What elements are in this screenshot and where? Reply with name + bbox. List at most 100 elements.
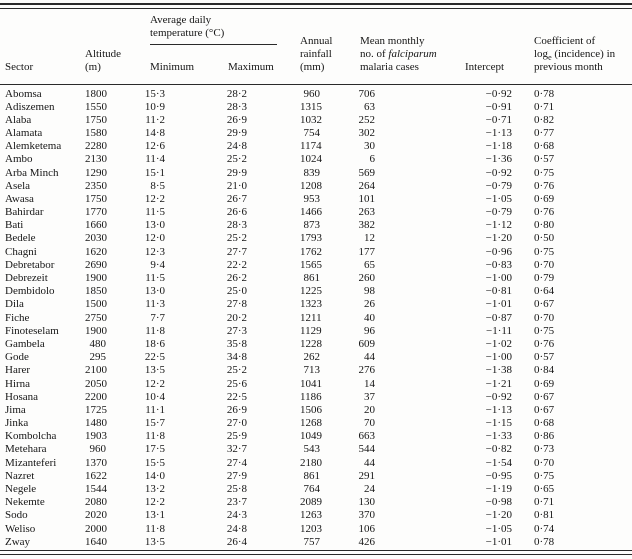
cell-max-temp: 24·8 (226, 140, 247, 153)
cell-coefficient: 0·78 (534, 535, 555, 548)
cell-max-temp: 20·2 (226, 311, 247, 324)
cell-rainfall: 713 (303, 364, 321, 377)
cell-altitude: 2750 (85, 311, 107, 324)
cell-max-temp: 26·9 (226, 403, 247, 416)
cell-max-temp: 24·3 (226, 509, 247, 522)
cell-sector: Hirna (5, 377, 31, 390)
cell-rainfall: 1049 (300, 430, 322, 443)
cell-coefficient: 0·69 (534, 192, 555, 205)
cell-intercept: −1·13 (485, 126, 512, 139)
header-cases-line2: no. of falciparum (360, 47, 437, 60)
cell-coefficient: 0·71 (534, 100, 555, 113)
results-table: Sector Altitude (m) Average daily temper… (0, 9, 632, 549)
cell-sector: Harer (5, 364, 31, 377)
cell-min-temp: 7·7 (150, 311, 165, 324)
cell-cases: 12 (364, 232, 375, 245)
cell-altitude: 1620 (85, 245, 107, 258)
cell-altitude: 1903 (85, 430, 107, 443)
cell-max-temp: 23·7 (226, 496, 247, 509)
cell-min-temp: 17·5 (144, 443, 165, 456)
cell-min-temp: 13·5 (144, 364, 165, 377)
cell-altitude: 960 (89, 443, 107, 456)
table-row: Ambo 2130 11·4 25·2 1024 6 −1·36 0·57 (0, 153, 632, 166)
cell-intercept: −0·79 (485, 179, 512, 192)
cell-sector: Debrezeit (5, 272, 48, 285)
cell-cases: 63 (364, 100, 375, 113)
cell-altitude: 1640 (85, 535, 107, 548)
cell-rainfall: 1208 (300, 179, 322, 192)
cell-max-temp: 25·2 (226, 364, 247, 377)
cell-coefficient: 0·57 (534, 153, 555, 166)
cell-altitude: 1900 (85, 272, 107, 285)
cell-sector: Mizanteferi (5, 456, 57, 469)
cell-cases: 609 (358, 337, 376, 350)
cell-max-temp: 29·9 (226, 166, 247, 179)
cell-coefficient: 0·50 (534, 232, 555, 245)
table-row: Hosana 2200 10·4 22·5 1186 37 −0·92 0·67 (0, 391, 632, 404)
cell-cases: 14 (364, 377, 375, 390)
header-malaria-cases: Mean monthly no. of falciparum malaria c… (340, 9, 460, 85)
cell-rainfall: 1174 (300, 140, 322, 153)
top-double-rule (0, 3, 632, 9)
cell-rainfall: 1203 (300, 522, 322, 535)
log-subscript-e: e (548, 52, 552, 62)
cell-sector: Alaba (5, 113, 32, 126)
cell-intercept: −1·13 (485, 403, 512, 416)
cell-max-temp: 25·2 (226, 232, 247, 245)
cell-min-temp: 9·4 (150, 258, 165, 271)
cell-max-temp: 32·7 (226, 443, 247, 456)
header-sector-label: Sector (5, 60, 34, 73)
cell-max-temp: 28·2 (226, 87, 247, 100)
cell-intercept: −1·38 (485, 364, 512, 377)
cell-sector: Fiche (5, 311, 30, 324)
cell-sector: Finoteselam (5, 324, 59, 337)
header-minimum-temp: Minimum (143, 45, 225, 85)
cell-altitude: 2130 (85, 153, 107, 166)
cell-cases: 291 (358, 469, 376, 482)
cell-cases: 24 (364, 483, 375, 496)
cell-min-temp: 11·5 (145, 272, 165, 285)
cell-rainfall: 960 (303, 87, 321, 100)
header-rainfall: Annual rainfall (mm) (300, 9, 340, 85)
cell-cases: 106 (358, 522, 376, 535)
table-row: Alamata 1580 14·8 29·9 754 302 −1·13 0·77 (0, 127, 632, 140)
header-temperature-group: Average daily temperature (°C) (143, 9, 300, 45)
header-altitude-line1: Altitude (85, 47, 122, 60)
cell-sector: Arba Minch (5, 166, 59, 179)
cell-intercept: −1·21 (485, 377, 512, 390)
cell-altitude: 1900 (85, 324, 107, 337)
header-cases-line3: malaria cases (360, 60, 419, 73)
cell-coefficient: 0·79 (534, 272, 555, 285)
cell-max-temp: 27·8 (226, 298, 247, 311)
cell-max-temp: 27·9 (226, 469, 247, 482)
table-row: Nekemte 2080 12·2 23·7 2089 130 −0·98 0·71 (0, 496, 632, 509)
cell-intercept: −0·87 (485, 311, 512, 324)
cell-max-temp: 25·8 (226, 483, 247, 496)
cell-rainfall: 1228 (300, 337, 322, 350)
cell-sector: Debretabor (5, 258, 55, 271)
cell-min-temp: 22·5 (144, 351, 165, 364)
cell-min-temp: 12·2 (144, 192, 165, 205)
cell-coefficient: 0·82 (534, 113, 555, 126)
cell-min-temp: 14·0 (144, 469, 165, 482)
cell-cases: 544 (358, 443, 376, 456)
cell-sector: Weliso (5, 522, 36, 535)
cell-sector: Bedele (5, 232, 36, 245)
cell-sector: Kombolcha (5, 430, 57, 443)
cell-cases: 96 (364, 324, 375, 337)
table-row: Harer 2100 13·5 25·2 713 276 −1·38 0·84 (0, 364, 632, 377)
table-row: Zway 1640 13·5 26·4 757 426 −1·01 0·78 (0, 536, 632, 549)
table-row: Debrezeit 1900 11·5 26·2 861 260 −1·00 0·79 (0, 272, 632, 285)
table-row: Gode 295 22·5 34·8 262 44 −1·00 0·57 (0, 351, 632, 364)
cell-cases: 37 (364, 390, 375, 403)
cell-intercept: −1·20 (485, 232, 512, 245)
cell-altitude: 1660 (85, 219, 107, 232)
cell-intercept: −0·98 (485, 496, 512, 509)
cell-altitude: 2690 (85, 258, 107, 271)
cell-cases: 130 (358, 496, 376, 509)
header-rainfall-line2: rainfall (300, 47, 332, 60)
cell-rainfall: 1032 (300, 113, 322, 126)
cell-coefficient: 0·65 (534, 483, 555, 496)
header-rainfall-line1: Annual (300, 34, 333, 47)
cell-rainfall: 754 (303, 126, 321, 139)
